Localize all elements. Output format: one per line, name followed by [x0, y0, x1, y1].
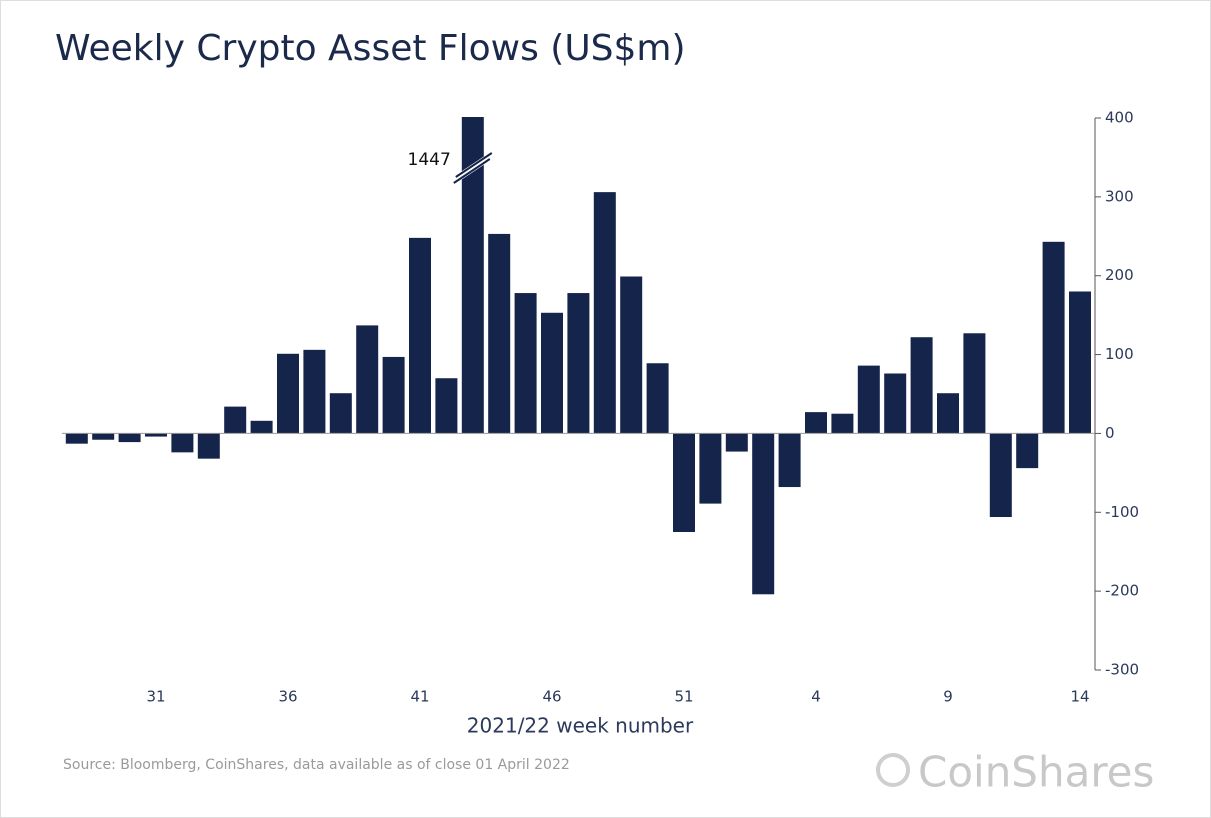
y-tick-label: 200: [1105, 266, 1134, 284]
x-tick-label: 4: [811, 688, 821, 706]
brand-name: CoinShares: [918, 748, 1154, 797]
x-tick-label: 46: [542, 688, 561, 706]
x-tick-label: 9: [943, 688, 953, 706]
bar: [857, 365, 880, 434]
bar: [224, 406, 247, 434]
bar: [541, 312, 563, 434]
y-tick-label: 0: [1105, 424, 1115, 442]
y-tick-label: -100: [1105, 503, 1139, 521]
y-tick-label: 100: [1105, 345, 1134, 363]
y-tick-label: 300: [1105, 187, 1134, 205]
axis-break: [455, 152, 493, 178]
bar: [989, 433, 1012, 518]
bar: [171, 433, 194, 453]
bar: [488, 233, 511, 434]
x-tick-label: 41: [410, 688, 429, 706]
bar: [646, 363, 669, 434]
bar: [118, 433, 141, 443]
bar: [910, 337, 933, 434]
axis-break: [453, 158, 491, 184]
source-note: Source: Bloomberg, CoinShares, data avai…: [63, 757, 570, 773]
bar: [1069, 291, 1091, 434]
bar: [620, 276, 643, 434]
bar: [1042, 241, 1065, 434]
bar: [409, 237, 431, 434]
chart-title: Weekly Crypto Asset Flows (US$m): [55, 28, 686, 69]
bar: [937, 393, 959, 434]
bar: [461, 117, 484, 434]
bar: [963, 333, 986, 434]
bar: [277, 353, 299, 434]
bar: [752, 433, 775, 595]
bar: [884, 373, 907, 434]
y-tick-label: -200: [1105, 582, 1139, 600]
x-tick-label: 36: [278, 688, 297, 706]
x-tick-label: 14: [1070, 688, 1089, 706]
data-label: 1447: [408, 150, 451, 170]
axis-break: [452, 153, 493, 183]
bar: [92, 433, 115, 440]
bar: [778, 433, 801, 488]
bar: [805, 412, 827, 434]
bar: [303, 349, 326, 434]
x-tick-label: 51: [674, 688, 693, 706]
y-tick-label: 400: [1105, 109, 1134, 127]
bar: [145, 433, 167, 437]
bar: [250, 420, 273, 434]
bar: [725, 433, 748, 452]
bar: [197, 433, 220, 459]
x-axis-label: 2021/22 week number: [467, 714, 694, 738]
x-tick-label: 31: [146, 688, 165, 706]
bar: [699, 433, 722, 504]
logo: CoinShares: [876, 748, 1154, 797]
bar: [567, 293, 590, 434]
bar: [65, 433, 88, 444]
bar: [382, 356, 405, 434]
bar: [1016, 433, 1039, 469]
bar: [673, 433, 695, 532]
y-tick-label: -300: [1105, 661, 1139, 679]
bar: [435, 378, 458, 434]
bar: [831, 413, 854, 434]
bar: [329, 393, 352, 434]
bar: [356, 325, 379, 434]
bar: [593, 192, 616, 434]
bar: [514, 293, 537, 434]
